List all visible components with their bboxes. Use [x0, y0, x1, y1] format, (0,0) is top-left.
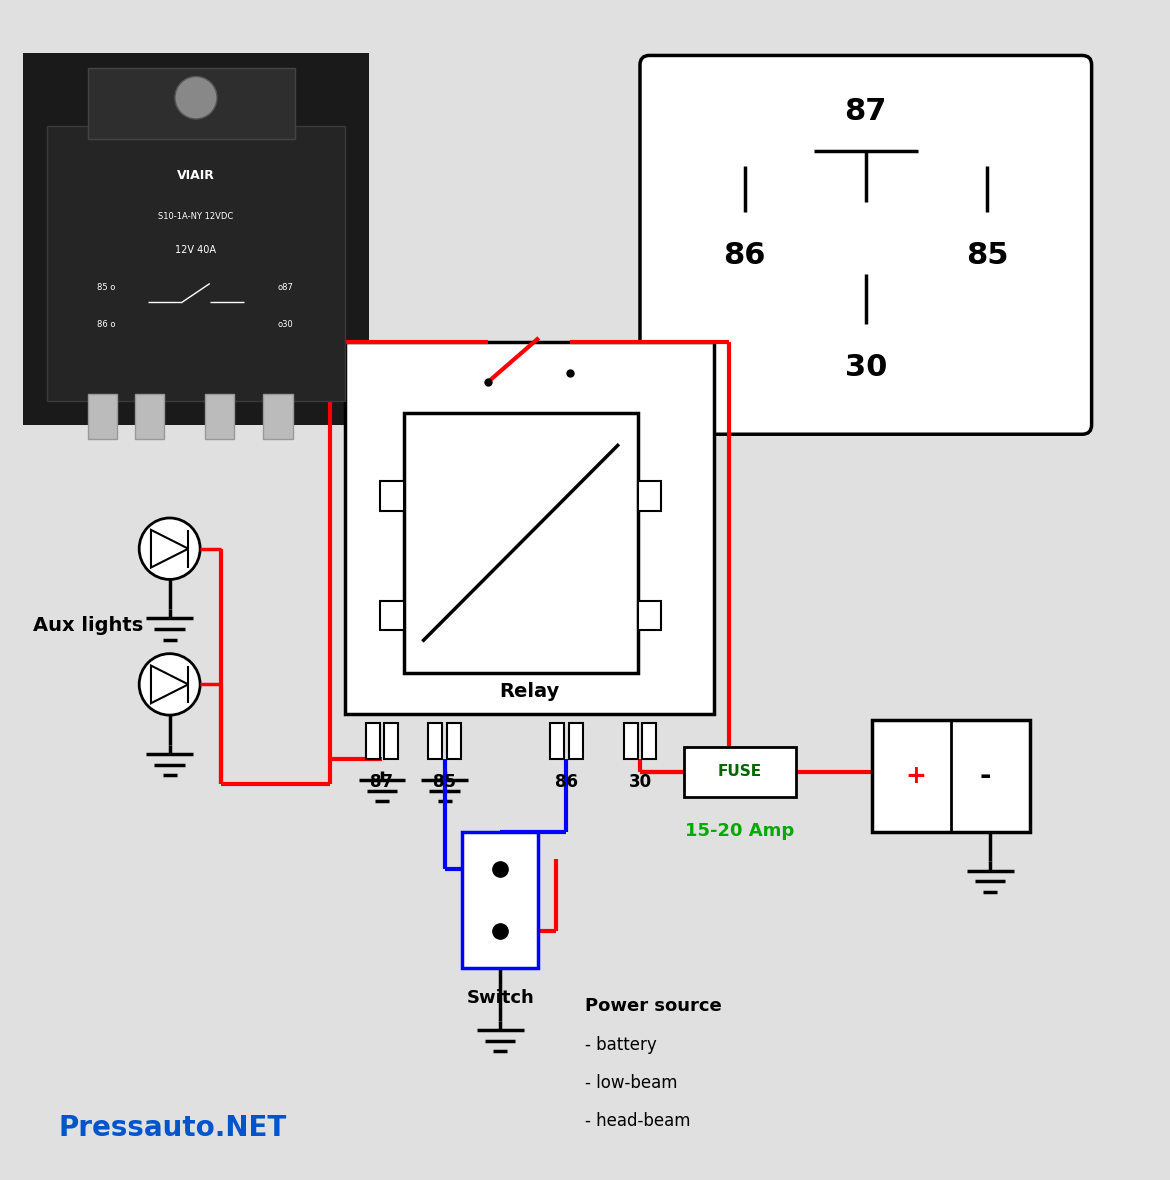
Bar	[428, 723, 442, 759]
Text: 30: 30	[628, 773, 652, 791]
Circle shape	[139, 518, 200, 579]
Text: 15-20 Amp: 15-20 Amp	[686, 822, 794, 840]
Bar	[205, 394, 234, 439]
Text: 87: 87	[371, 773, 393, 791]
Text: - battery: - battery	[585, 1036, 656, 1054]
Text: 12V 40A: 12V 40A	[176, 245, 216, 255]
Text: 85: 85	[965, 241, 1009, 270]
Bar	[638, 601, 661, 630]
Bar	[365, 723, 379, 759]
Bar	[642, 723, 656, 759]
Text: 86 o: 86 o	[97, 320, 116, 329]
Text: Aux lights: Aux lights	[33, 616, 143, 635]
Bar	[380, 481, 404, 511]
Polygon shape	[151, 666, 188, 703]
Bar	[345, 342, 714, 714]
Text: VIAIR: VIAIR	[177, 169, 215, 182]
Text: Pressauto.NET: Pressauto.NET	[58, 1114, 287, 1142]
Text: o30: o30	[277, 320, 294, 329]
Bar	[135, 394, 164, 439]
Bar	[263, 394, 292, 439]
FancyBboxPatch shape	[640, 55, 1092, 434]
Polygon shape	[151, 530, 188, 568]
Bar	[404, 413, 638, 673]
Bar	[47, 126, 345, 401]
Bar	[88, 68, 295, 138]
Bar	[462, 832, 538, 968]
Text: 86: 86	[555, 773, 578, 791]
Text: 85 o: 85 o	[97, 283, 116, 291]
Circle shape	[174, 77, 216, 119]
Bar	[447, 723, 461, 759]
Text: Switch: Switch	[467, 989, 534, 1007]
Bar	[872, 720, 1030, 832]
Text: 87: 87	[845, 97, 887, 126]
Text: 30: 30	[845, 353, 887, 381]
Bar	[624, 723, 638, 759]
Bar	[638, 481, 661, 511]
Bar	[384, 723, 398, 759]
Bar	[684, 747, 796, 797]
Text: -: -	[979, 762, 991, 789]
Text: +: +	[906, 763, 927, 788]
Text: - low-beam: - low-beam	[585, 1074, 677, 1092]
Text: S10-1A-NY 12VDC: S10-1A-NY 12VDC	[158, 212, 234, 221]
Text: Relay: Relay	[500, 682, 559, 701]
Text: FUSE: FUSE	[718, 765, 762, 779]
Bar	[88, 394, 117, 439]
Text: Power source: Power source	[585, 997, 722, 1015]
Text: o87: o87	[277, 283, 294, 291]
Bar	[550, 723, 564, 759]
Text: 86: 86	[723, 241, 766, 270]
Bar	[23, 53, 369, 425]
Text: 85: 85	[433, 773, 456, 791]
Bar	[569, 723, 583, 759]
Circle shape	[139, 654, 200, 715]
Bar	[380, 601, 404, 630]
Text: - head-beam: - head-beam	[585, 1112, 690, 1129]
